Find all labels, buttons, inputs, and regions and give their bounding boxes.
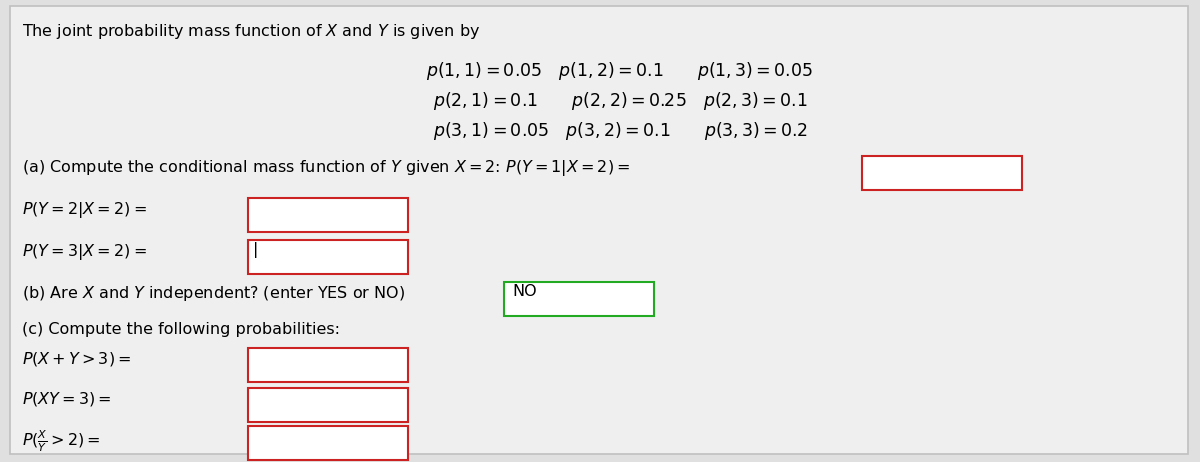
FancyBboxPatch shape	[248, 348, 408, 382]
Text: The joint probability mass function of $X$ and $Y$ is given by: The joint probability mass function of $…	[22, 22, 480, 41]
Text: NO: NO	[512, 284, 536, 299]
Text: $P(Y = 2|X = 2) =$: $P(Y = 2|X = 2) =$	[22, 200, 146, 220]
Text: $P(Y = 3|X = 2) =$: $P(Y = 3|X = 2) =$	[22, 242, 146, 262]
FancyBboxPatch shape	[248, 240, 408, 274]
Text: $P(XY = 3) =$: $P(XY = 3) =$	[22, 390, 112, 408]
FancyBboxPatch shape	[248, 388, 408, 422]
Text: $p(3,1) = 0.05\quad p(3,2) = 0.1\qquad p(3,3) = 0.2$: $p(3,1) = 0.05\quad p(3,2) = 0.1\qquad p…	[433, 120, 808, 142]
FancyBboxPatch shape	[504, 282, 654, 316]
FancyBboxPatch shape	[10, 6, 1188, 454]
Text: (b) Are $X$ and $Y$ independent? (enter YES or NO): (b) Are $X$ and $Y$ independent? (enter …	[22, 284, 406, 303]
Text: $p(1,1) = 0.05\quad p(1,2) = 0.1\qquad p(1,3) = 0.05$: $p(1,1) = 0.05\quad p(1,2) = 0.1\qquad p…	[426, 60, 814, 82]
Text: $p(2,1) = 0.1\qquad p(2,2) = 0.25\quad p(2,3) = 0.1$: $p(2,1) = 0.1\qquad p(2,2) = 0.25\quad p…	[432, 90, 808, 112]
FancyBboxPatch shape	[248, 426, 408, 460]
Text: (a) Compute the conditional mass function of $Y$ given $X = 2$: $P(Y = 1|X = 2) : (a) Compute the conditional mass functio…	[22, 158, 630, 178]
Text: $P(X + Y > 3) =$: $P(X + Y > 3) =$	[22, 350, 131, 368]
FancyBboxPatch shape	[248, 198, 408, 232]
Text: |: |	[253, 242, 258, 258]
Text: (c) Compute the following probabilities:: (c) Compute the following probabilities:	[22, 322, 340, 337]
FancyBboxPatch shape	[862, 156, 1022, 190]
Text: $P(\frac{X}{Y} > 2) =$: $P(\frac{X}{Y} > 2) =$	[22, 428, 101, 454]
